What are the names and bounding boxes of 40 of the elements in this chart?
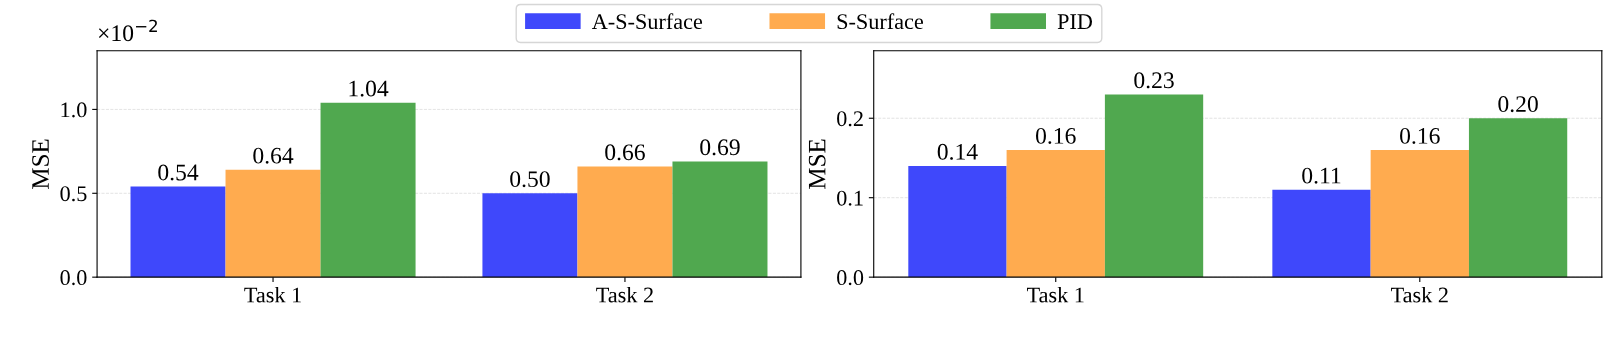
x-tick-label: Task 1 [244, 286, 301, 303]
y-tick-label: 1.0 [61, 102, 87, 118]
data-label: 0.16 [1400, 127, 1440, 144]
bar [1272, 189, 1371, 278]
x-tick-label: Task 2 [1391, 286, 1448, 303]
legend-label: PID [1057, 14, 1093, 29]
data-label: 0.14 [937, 143, 978, 160]
x-tick-label: Task 2 [596, 286, 653, 303]
x-tick-label: Task 1 [1026, 286, 1084, 303]
data-label: 0.69 [700, 139, 740, 156]
y-tick-label: 0.1 [837, 190, 863, 206]
data-label: 0.54 [158, 164, 199, 181]
legend-label: S-Surface [837, 13, 923, 30]
bar [1468, 118, 1568, 278]
data-label: 0.64 [253, 147, 294, 164]
bar [1006, 150, 1105, 278]
bar [908, 165, 1007, 278]
data-label: 0.11 [1302, 167, 1341, 184]
y-axis-title: MSE [32, 139, 49, 189]
bar [672, 161, 768, 278]
y-tick-label: 0.5 [60, 186, 87, 202]
data-label: 0.16 [1035, 127, 1076, 144]
data-label: 0.20 [1498, 96, 1538, 113]
bar [130, 186, 226, 278]
bar [1104, 94, 1204, 278]
text: ×10$^{−2}$ [98, 19, 157, 42]
y-tick-label: 0.2 [837, 111, 863, 127]
bar [577, 166, 673, 278]
bar [320, 102, 416, 278]
y-tick-label: 0.0 [837, 270, 864, 286]
data-label: 0.66 [605, 144, 645, 161]
y-tick-label: 0.0 [60, 270, 87, 286]
bar [225, 169, 321, 278]
data-label: 0.50 [510, 171, 550, 188]
data-label: 1.04 [349, 80, 389, 97]
legend-label: A-S-Surface [591, 13, 703, 30]
y-axis-title: MSE [808, 139, 826, 189]
bar [1370, 150, 1469, 278]
bar [482, 193, 578, 278]
data-label: 0.23 [1134, 72, 1174, 89]
